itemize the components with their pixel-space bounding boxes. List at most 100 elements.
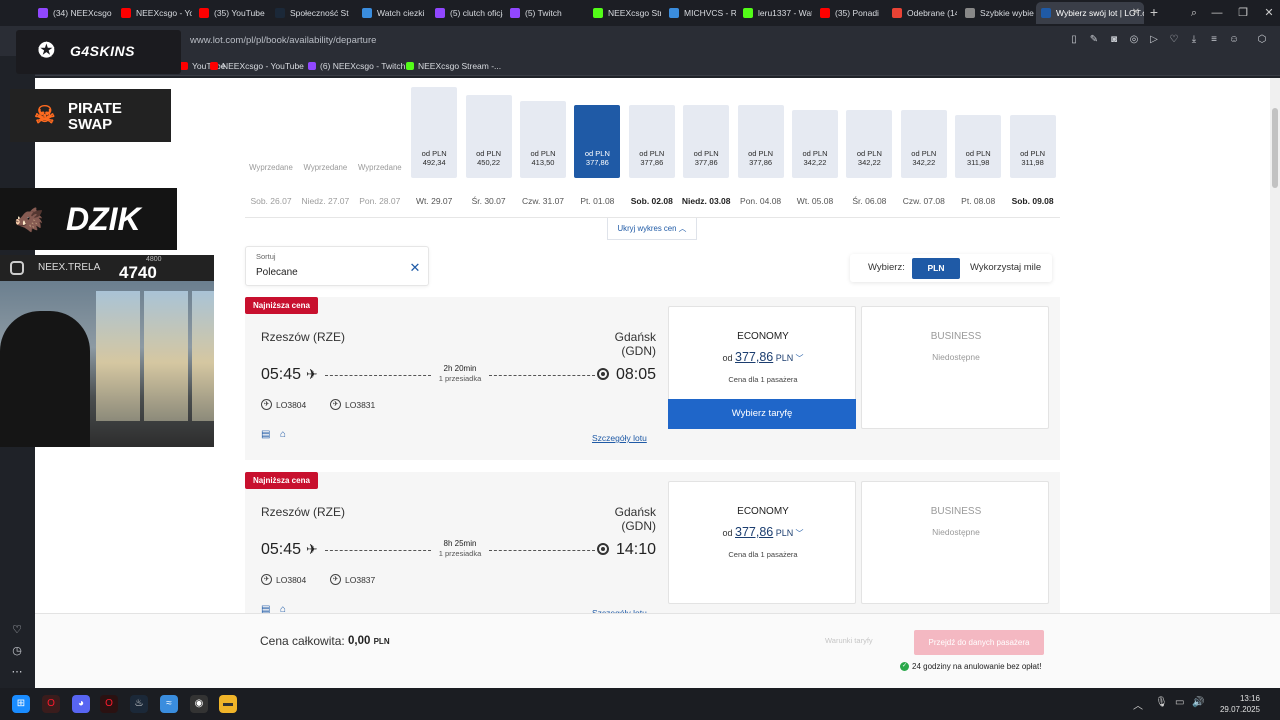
pln-button[interactable]: PLN (912, 258, 960, 279)
browser-tab[interactable]: NEEXcsgo - Yo (116, 2, 192, 24)
price-bar[interactable] (846, 110, 893, 178)
tray-chevron-icon[interactable]: ︿ (1133, 701, 1143, 712)
menu-icon[interactable]: ≡ (1211, 34, 1217, 45)
use-miles-button[interactable]: Wykorzystaj mile (970, 262, 1042, 273)
scrollbar-thumb[interactable] (1272, 108, 1278, 188)
calendar-day[interactable]: od PLN 342,22 Wt. 05.08 (789, 78, 841, 208)
browser-tab[interactable]: NEEXcsgo Strea (588, 2, 661, 24)
price-bar[interactable] (683, 105, 730, 178)
departure-time: 05:45 (261, 541, 302, 558)
close-window-button[interactable]: ✕ (1264, 7, 1274, 19)
hide-price-chart-button[interactable]: Ukryj wykres cen ︿ (607, 218, 697, 240)
player-icon[interactable]: ▷ (1150, 34, 1158, 45)
economy-price[interactable]: od 377,86 PLN ﹀ (669, 525, 857, 539)
browser-tab[interactable]: Szybkie wybier (960, 2, 1034, 24)
steam-icon[interactable]: ♨ (130, 695, 148, 713)
sort-select[interactable]: Sortuj Polecane ✕ (245, 246, 429, 286)
browser-tab[interactable]: (34) NEEXcsgo (33, 2, 113, 24)
volume-icon[interactable]: 🔊 (1192, 697, 1205, 708)
network-icon[interactable]: ▭ (1175, 697, 1185, 708)
discord-icon[interactable]: ◕ (72, 695, 90, 713)
calendar-day[interactable]: od PLN 377,86 Pon. 04.08 (735, 78, 787, 208)
browser-tab-strip: (34) NEEXcsgo NEEXcsgo - Yo (35) YouTube Sp… (0, 0, 1280, 26)
selected-price-bar[interactable] (574, 105, 621, 178)
bookmark-item[interactable]: NEEXcsgo - YouTube (210, 59, 304, 73)
calendar-day[interactable]: od PLN 377,86 Niedz. 03.08 (680, 78, 732, 208)
economy-price[interactable]: od 377,86 PLN ﹀ (669, 350, 857, 364)
browser-tab[interactable]: (35) YouTube (194, 2, 268, 24)
new-tab-button[interactable]: + (1149, 4, 1159, 20)
camera-icon[interactable]: ◙ (1110, 34, 1118, 45)
browser-tab[interactable]: (5) clutch oficja (430, 2, 503, 24)
price-bar[interactable] (955, 115, 1002, 178)
heart-icon[interactable]: ♡ (1169, 34, 1179, 45)
windows-start-icon[interactable]: ⊞ (12, 695, 30, 713)
search-tabs-icon[interactable]: ⌕ (1190, 7, 1198, 19)
price-bar[interactable] (900, 110, 947, 178)
browser-tab[interactable]: Odebrane (14 (887, 2, 957, 24)
choose-fare-button[interactable]: Wybierz taryfę (668, 399, 856, 429)
calendar-day[interactable]: od PLN 342,22 Śr. 06.08 (843, 78, 895, 208)
browser-tab[interactable]: Społeczność St (270, 2, 355, 24)
calendar-day[interactable]: od PLN 377,86 Sob. 02.08 (626, 78, 678, 208)
fare-terms-link[interactable]: Warunki taryfy (825, 636, 873, 645)
app-icon[interactable]: ≈ (160, 695, 178, 713)
total-price-label: Cena całkowita: (260, 634, 345, 648)
obs-icon[interactable]: ◉ (190, 695, 208, 713)
clear-sort-icon[interactable]: ✕ (409, 260, 421, 275)
calendar-day[interactable]: od PLN 311,98 Pt. 08.08 (952, 78, 1004, 208)
bookmark-item[interactable]: YouTube (180, 59, 225, 73)
origin-airport: Rzeszów (RZE) (261, 330, 346, 344)
edit-icon[interactable]: ✎ (1089, 34, 1099, 45)
browser-tab[interactable]: MICHVCS - Roi (664, 2, 736, 24)
browser-tab[interactable]: Watch ciezki rc (357, 2, 427, 24)
price-prefix: od PLN (802, 149, 828, 158)
calendar-day[interactable]: od PLN 413,50 Czw. 31.07 (517, 78, 569, 208)
price-bar[interactable] (628, 105, 675, 178)
close-tab-icon[interactable]: ✕ (1131, 7, 1140, 18)
microphone-icon[interactable]: 🎙 (1155, 697, 1168, 708)
reader-icon[interactable]: ▯ (1071, 34, 1077, 45)
price-bar[interactable] (520, 101, 566, 178)
browser-tab[interactable]: (35) Ponadi (815, 2, 885, 24)
calendar-day[interactable]: od PLN 342,22 Czw. 07.08 (898, 78, 950, 208)
browser-tab[interactable]: Wybierz swój lot | LOT.co ✕ (1036, 2, 1144, 24)
flight-details-link[interactable]: Szczegóły lotu (592, 433, 647, 443)
calendar-day[interactable]: od PLN 450,22 Śr. 30.07 (463, 78, 515, 208)
price-bar[interactable] (465, 95, 512, 178)
proceed-to-passenger-button[interactable]: Przejdź do danych pasażera (914, 630, 1044, 655)
price-bar[interactable] (1009, 115, 1056, 178)
bookmark-item[interactable]: (6) NEEXcsgo - Twitch (308, 59, 405, 73)
sidebar-heart-icon[interactable]: ♡ (12, 624, 22, 636)
browser-tab[interactable]: (5) Twitch (505, 2, 585, 24)
price-value: 377,86 (694, 158, 718, 167)
price-bar[interactable] (737, 105, 784, 178)
calendar-day[interactable]: od PLN 377,86 Pt. 01.08 (571, 78, 623, 208)
bookmark-item[interactable]: NEEXcsgo Stream -... (406, 59, 501, 73)
price-prefix: od PLN (693, 149, 719, 158)
system-clock[interactable]: 13:16 29.07.2025 (1212, 693, 1260, 715)
opera-gx-icon[interactable]: O (42, 695, 60, 713)
flight-details-link[interactable]: Szczegóły lotu (592, 608, 647, 613)
address-bar[interactable]: www.lot.com/pl/pl/book/availability/depa… (190, 35, 377, 46)
sidebar-history-icon[interactable]: ◷ (12, 645, 22, 657)
windows-taskbar: ⊞ O ◕ O ♨ ≈ ◉ ▬ ︿ 🎙 ▭ 🔊 13:16 29.07.2025 (0, 688, 1280, 720)
economy-fare-box[interactable]: ECONOMY od 377,86 PLN ﹀ Cena dla 1 pasażer… (668, 481, 856, 604)
download-icon[interactable]: ⤓ (1191, 34, 1197, 45)
extensions-icon[interactable]: ⬡ (1257, 34, 1267, 45)
page-scrollbar[interactable] (1270, 78, 1280, 613)
file-explorer-icon[interactable]: ▬ (219, 695, 237, 713)
minimize-button[interactable]: — (1211, 7, 1223, 19)
profile-icon[interactable]: ☺ (1228, 34, 1240, 45)
price-bar[interactable] (411, 87, 458, 178)
economy-fare-box[interactable]: ECONOMY od 377,86 PLN ﹀ Cena dla 1 pasażer… (668, 306, 856, 429)
price-bar[interactable] (792, 110, 838, 178)
browser-tab[interactable]: leru1337 - Wat (738, 2, 812, 24)
sidebar-more-icon[interactable]: ⋯ (11, 666, 23, 678)
opera-icon[interactable]: O (100, 695, 118, 713)
price-value: 311,98 (1021, 158, 1044, 167)
shield-icon[interactable]: ◎ (1129, 34, 1139, 45)
maximize-button[interactable]: ❐ (1238, 7, 1248, 19)
calendar-day[interactable]: od PLN 492,34 Wt. 29.07 (408, 78, 460, 208)
calendar-day[interactable]: od PLN 311,98 Sob. 09.08 (1007, 78, 1059, 208)
